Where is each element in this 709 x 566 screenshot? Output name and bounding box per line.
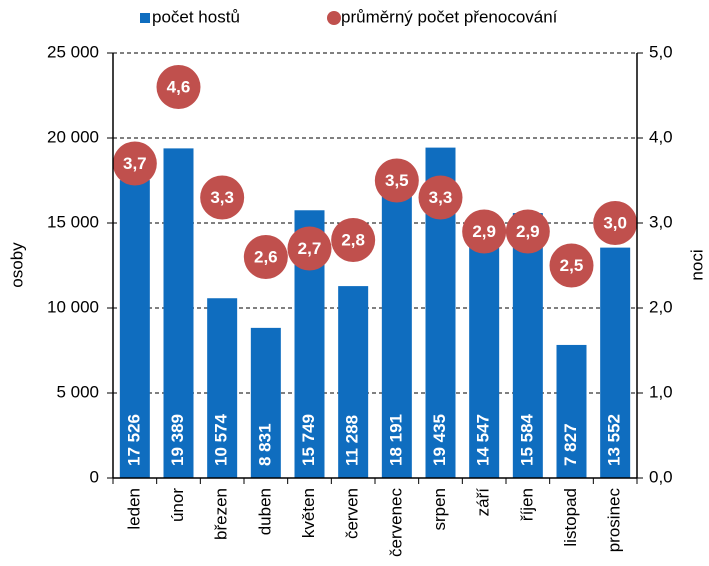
legend-swatch (327, 11, 341, 25)
marker (156, 65, 201, 109)
bar-value-label: 14 547 (474, 414, 493, 466)
x-tick-label: listopad (561, 488, 580, 547)
marker-value-label: 2,7 (298, 239, 322, 258)
x-tick-label: březen (212, 488, 231, 540)
y2-tick-label: 1,0 (649, 382, 673, 401)
marker-value-label: 4,6 (167, 77, 191, 96)
x-tick-label: září (474, 488, 493, 517)
legend-label: průměrný počet přenocování (341, 7, 558, 26)
marker-value-label: 2,9 (472, 222, 496, 241)
y2-axis-title: noci (687, 249, 706, 280)
bar (512, 213, 543, 478)
marker (287, 226, 332, 271)
marker (112, 141, 157, 186)
bar-value-label: 19 435 (430, 414, 449, 466)
marker-value-label: 3,3 (429, 188, 453, 207)
x-tick-label: květen (299, 488, 318, 538)
x-tick-label: červenec (386, 488, 405, 557)
bar (163, 148, 194, 478)
bar (600, 247, 631, 478)
bar-value-label: 8 831 (255, 423, 274, 466)
y-tick-label: 20 000 (47, 127, 99, 146)
y-tick-label: 5 000 (56, 382, 99, 401)
marker (200, 175, 245, 220)
marker (418, 175, 463, 220)
x-tick-label: prosinec (605, 488, 624, 553)
y-tick-label: 0 (90, 467, 99, 486)
marker-value-label: 2,9 (516, 222, 540, 241)
marker (374, 158, 419, 203)
legend-swatch (140, 13, 150, 23)
y-tick-label: 25 000 (47, 42, 99, 61)
x-tick-label: únor (168, 488, 187, 522)
y2-tick-label: 5,0 (649, 42, 673, 61)
bar-value-label: 7 827 (561, 423, 580, 466)
y2-tick-label: 2,0 (649, 297, 673, 316)
bar-value-label: 19 389 (168, 414, 187, 466)
bar-value-label: 18 191 (386, 414, 405, 466)
y-tick-label: 15 000 (47, 212, 99, 231)
y-axis-title: osoby (7, 242, 26, 288)
bar-value-label: 15 749 (299, 414, 318, 466)
bar-value-label: 17 526 (124, 414, 143, 466)
x-tick-label: srpen (430, 488, 449, 531)
marker-value-label: 3,5 (385, 171, 409, 190)
bar (119, 180, 150, 479)
bar-value-label: 11 288 (343, 415, 362, 466)
bar-value-label: 13 552 (605, 414, 624, 466)
marker (593, 201, 638, 245)
marker-value-label: 2,6 (254, 247, 278, 266)
y2-tick-label: 0,0 (649, 467, 673, 486)
bar (338, 286, 369, 478)
bar (250, 327, 281, 478)
marker (549, 243, 594, 288)
x-tick-label: duben (255, 488, 274, 535)
marker (331, 218, 376, 262)
bar-value-label: 10 574 (212, 413, 231, 466)
legend-label: počet hostů (152, 7, 240, 26)
y2-tick-label: 3,0 (649, 212, 673, 231)
bar (469, 230, 500, 478)
bar-value-label: 15 584 (517, 413, 536, 466)
x-tick-label: červen (343, 488, 362, 539)
marker-value-label: 2,5 (560, 256, 584, 275)
marker (505, 209, 550, 254)
y2-tick-label: 4,0 (649, 127, 673, 146)
bar (207, 298, 238, 478)
marker-value-label: 2,8 (341, 230, 365, 249)
bar (381, 168, 412, 479)
y-tick-label: 10 000 (47, 297, 99, 316)
marker (462, 209, 507, 254)
x-tick-label: říjen (517, 488, 536, 521)
marker-value-label: 3,7 (123, 154, 147, 173)
bar (556, 344, 587, 478)
marker-value-label: 3,0 (603, 213, 627, 232)
marker-value-label: 3,3 (210, 188, 234, 207)
x-tick-label: leden (124, 488, 143, 530)
marker (243, 235, 288, 279)
